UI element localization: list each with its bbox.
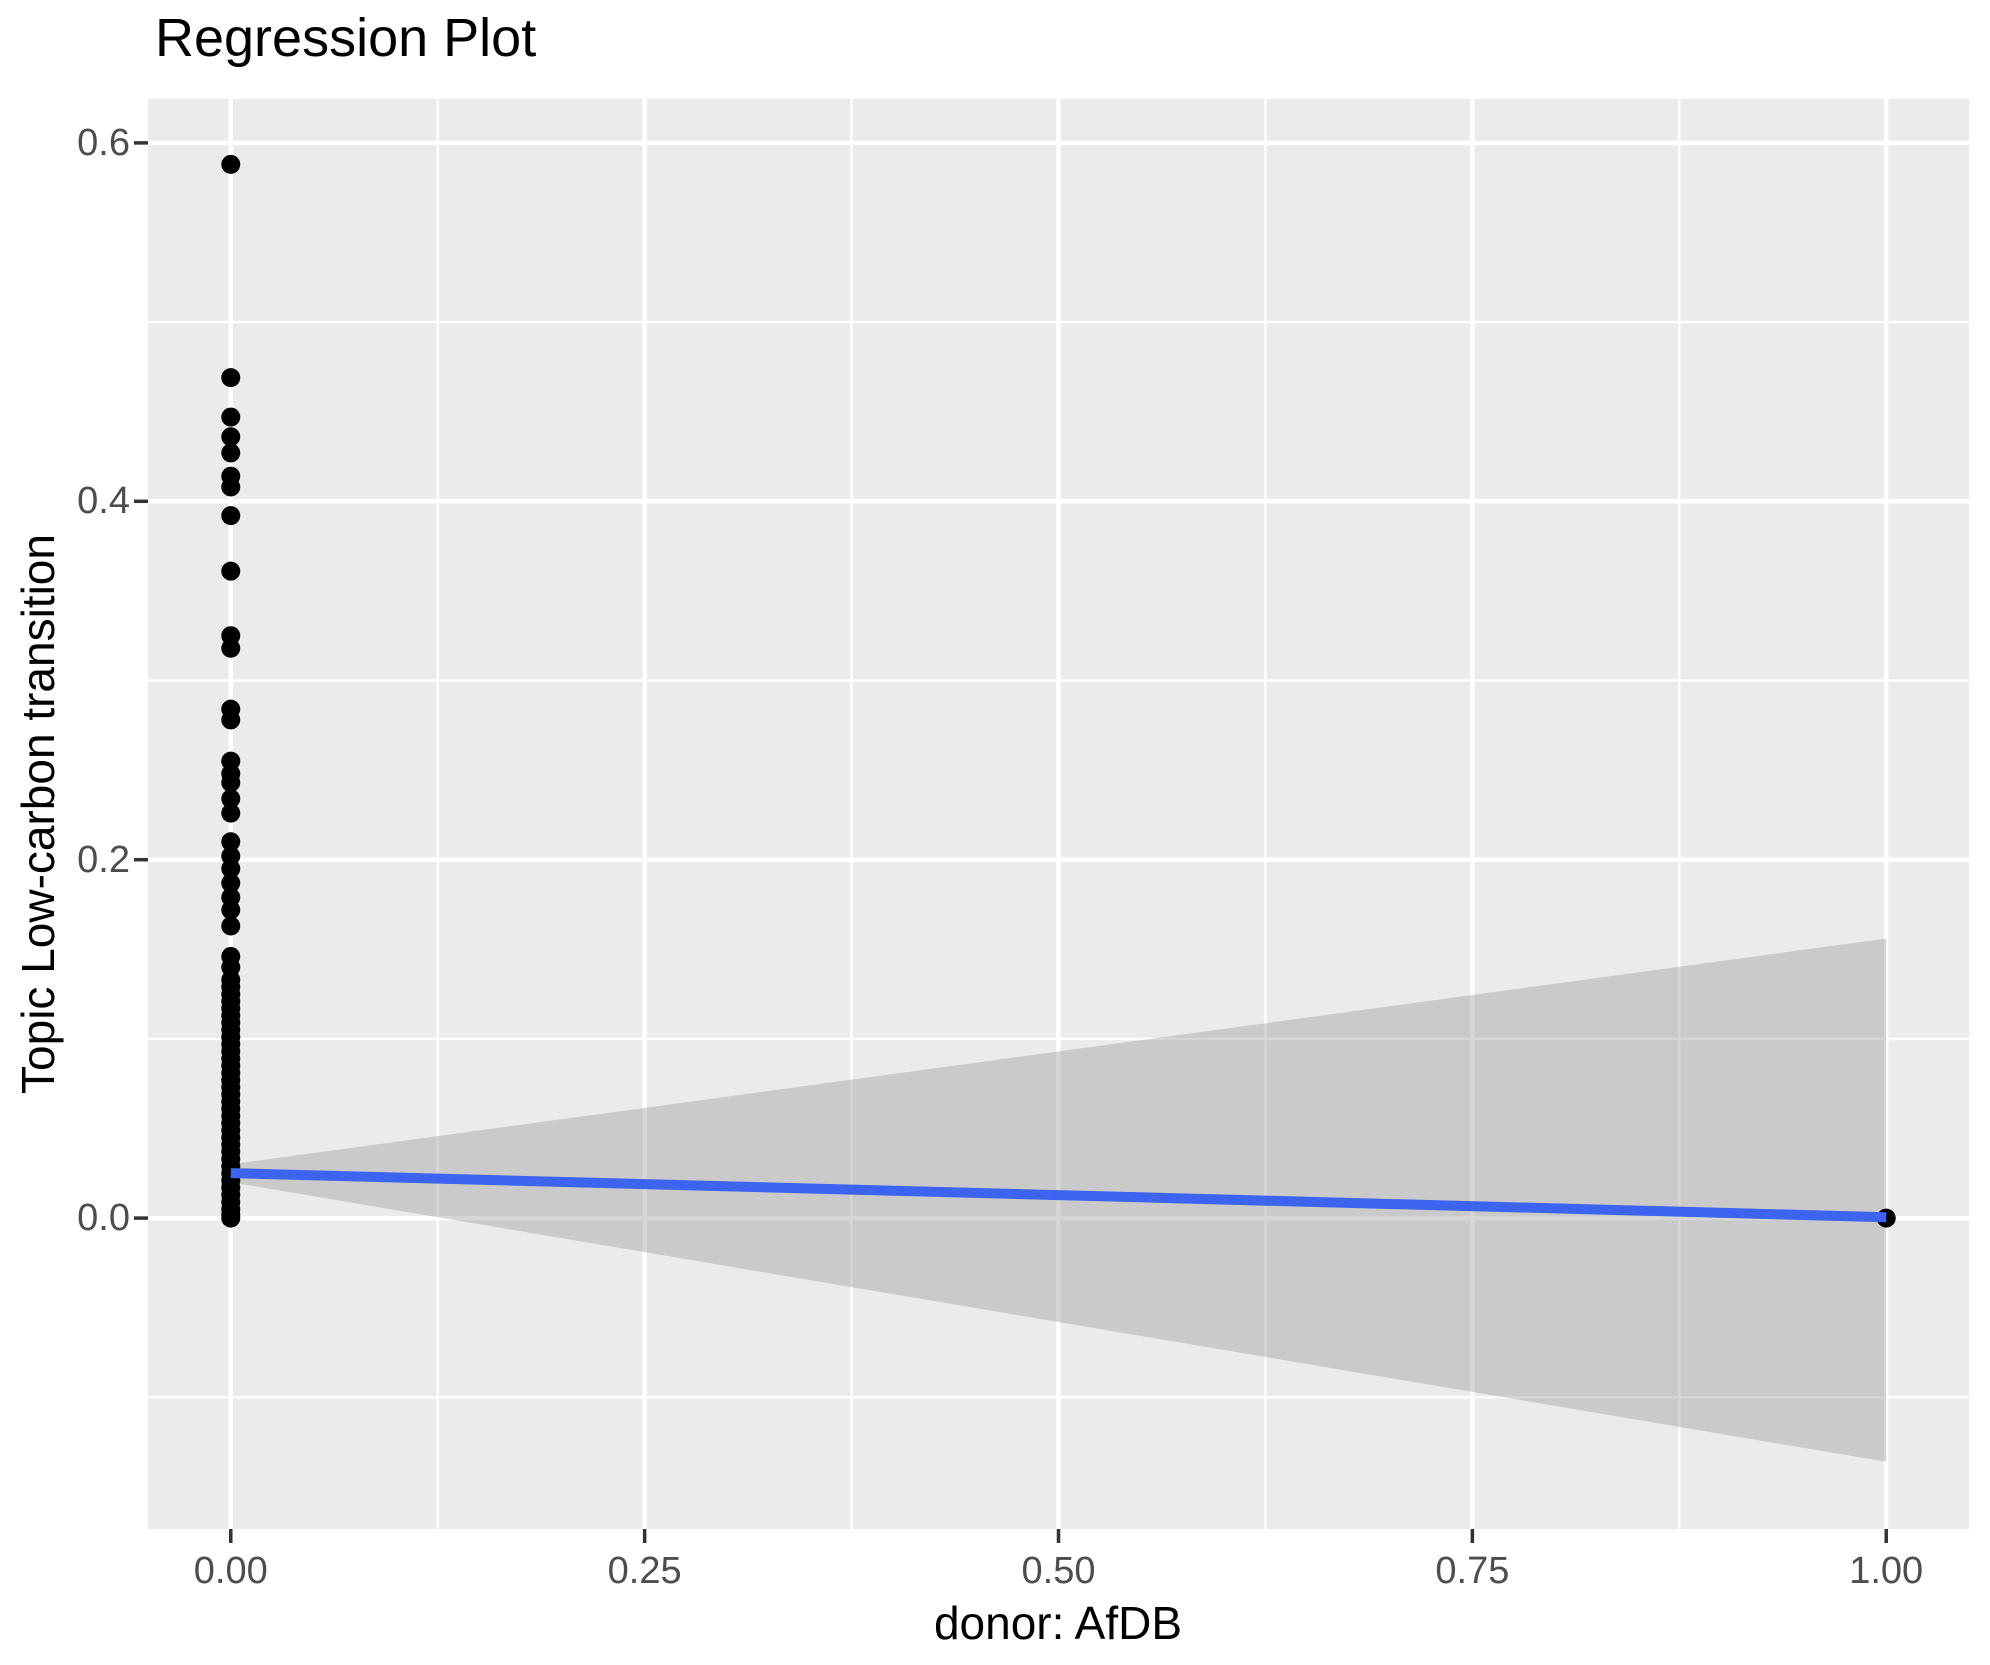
- data-point: [221, 859, 241, 879]
- regression-line: [230, 1168, 1887, 1223]
- data-point: [221, 773, 241, 793]
- data-point: [221, 638, 241, 658]
- y-tick-label: 0.6: [77, 121, 130, 164]
- data-point: [221, 916, 241, 936]
- plot-title: Regression Plot: [155, 8, 537, 68]
- data-point: [221, 710, 241, 730]
- x-tick-label: 1.00: [1849, 1550, 1924, 1592]
- y-axis-title: Topic Low-carbon transition: [12, 534, 64, 1094]
- x-axis-title: donor: AfDB: [933, 1597, 1183, 1649]
- data-point: [221, 789, 241, 809]
- data-point: [221, 368, 241, 388]
- y-tick-label: 0.0: [77, 1197, 130, 1240]
- data-point: [221, 443, 241, 463]
- data-point: [221, 561, 241, 581]
- data-point: [221, 832, 241, 852]
- data-point: [221, 154, 241, 174]
- y-tick-label: 0.4: [77, 480, 130, 523]
- x-tick-label: 0.75: [1435, 1550, 1510, 1592]
- data-point: [221, 900, 241, 920]
- x-tick-label: 0.25: [607, 1550, 682, 1592]
- data-point: [221, 506, 241, 526]
- data-point: [221, 873, 241, 893]
- confidence-band: [230, 938, 1887, 1462]
- data-point: [221, 407, 241, 427]
- x-tick-label: 0.00: [193, 1550, 268, 1592]
- data-point: [221, 803, 241, 823]
- data-point: [221, 477, 241, 497]
- data-point: [221, 427, 241, 447]
- data-point: [221, 1208, 241, 1228]
- x-tick-label: 0.50: [1021, 1550, 1096, 1592]
- y-tick-label: 0.2: [77, 838, 130, 881]
